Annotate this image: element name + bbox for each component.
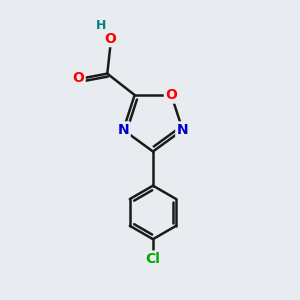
Text: O: O [165, 88, 177, 102]
Text: H: H [96, 19, 106, 32]
Text: N: N [118, 123, 129, 137]
Text: O: O [72, 71, 84, 85]
Text: Cl: Cl [146, 252, 160, 266]
Text: N: N [177, 123, 188, 137]
Text: O: O [104, 32, 116, 46]
